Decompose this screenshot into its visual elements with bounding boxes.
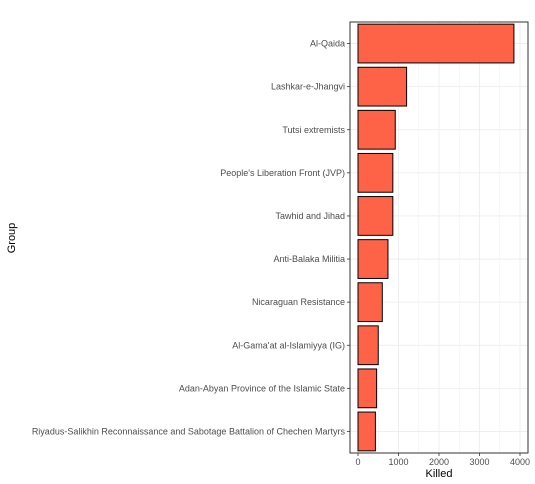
bar [357,109,396,150]
bar [357,152,394,193]
bar [357,282,383,323]
bar [357,325,379,366]
y-axis: Al-Qaida Lashkar-e-Jhangvi Tutsi extremist… [32,39,350,436]
bar [357,239,389,279]
y-axis-title: Group [6,223,18,254]
y-tick-label: Tawhid and Jihad [275,211,345,221]
bar [357,196,394,236]
bar [357,411,376,452]
y-tick-label: Al-Gama'at al-Islamiyya (IG) [232,340,345,350]
x-tick-label: 4000 [510,457,530,467]
y-tick-label: People's Liberation Front (JVP) [220,168,345,178]
x-axis-title: Killed [426,468,453,480]
y-tick-label: Lashkar-e-Jhangvi [271,82,345,92]
x-tick-label: 0 [355,457,360,467]
bars [357,23,515,452]
y-tick-label: Adan-Abyan Province of the Islamic State [179,383,345,393]
y-tick-label: Anti-Balaka Militia [273,254,345,264]
bar [357,368,378,409]
y-tick-label: Riyadus-Salikhin Reconnaissance and Sabo… [32,426,346,436]
x-axis: 0 1000 2000 3000 4000 [355,453,530,467]
x-tick-label: 2000 [429,457,449,467]
x-tick-label: 1000 [388,457,408,467]
y-tick-label: Nicaraguan Resistance [252,297,345,307]
y-tick-label: Al-Qaida [310,39,345,49]
bar [357,23,515,64]
y-tick-label: Tutsi extremists [282,125,345,135]
bar [357,66,408,107]
x-tick-label: 3000 [469,457,489,467]
